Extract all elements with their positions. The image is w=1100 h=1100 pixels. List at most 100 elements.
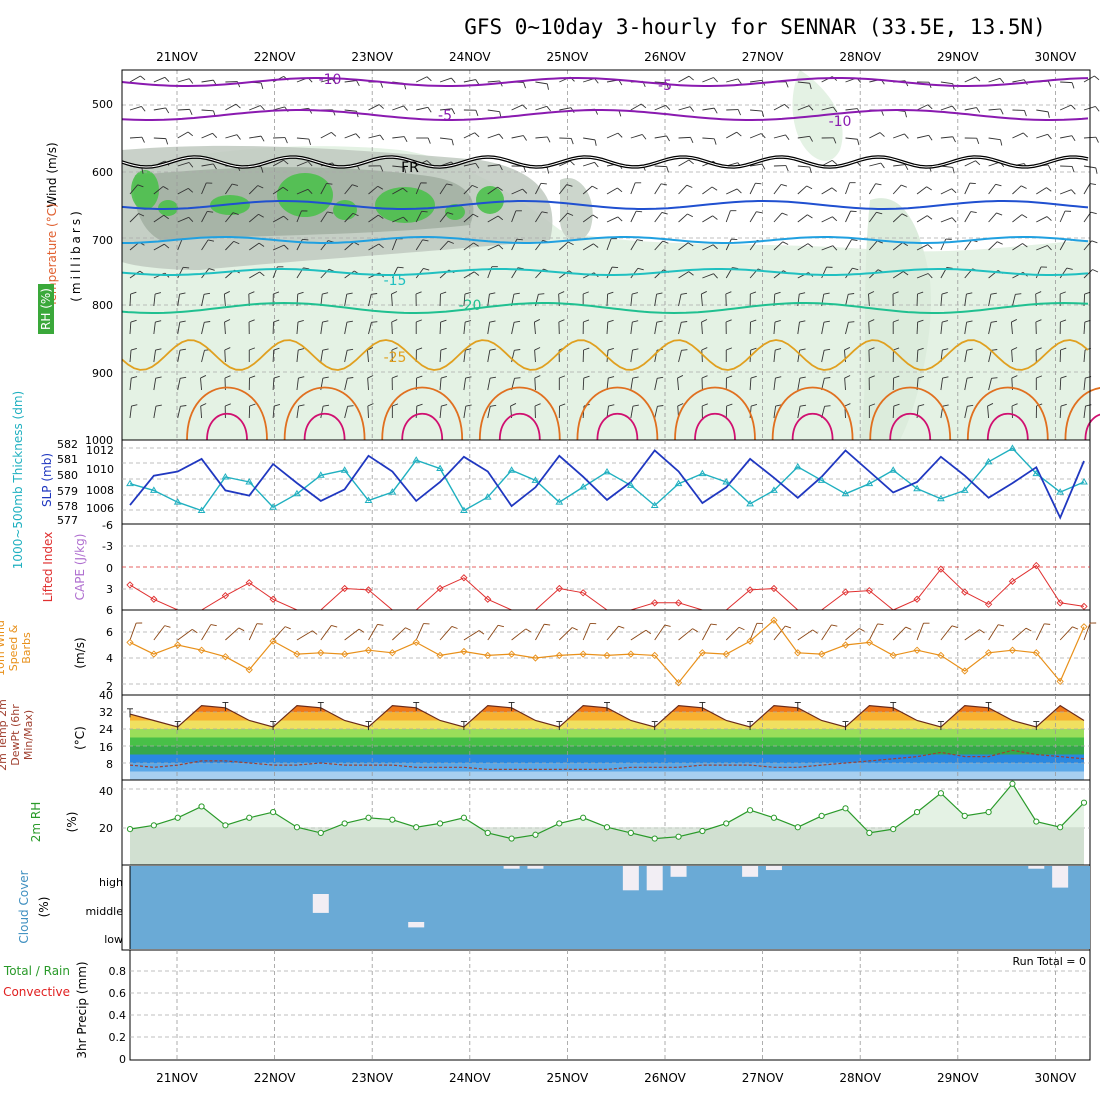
date-label-top: 26NOV [644, 50, 686, 64]
date-label-top: 24NOV [449, 50, 491, 64]
slp-tick: 1008 [86, 484, 114, 497]
wind-unit: (m/s) [73, 637, 87, 668]
cloud-bar [623, 866, 639, 890]
date-label-top: 27NOV [742, 50, 784, 64]
slp-tick: 1010 [86, 463, 114, 476]
upper-wind-barb [607, 294, 608, 306]
rh-tick: 20 [99, 822, 113, 835]
isotherm-label: FR [401, 160, 419, 176]
rh-point [366, 815, 371, 820]
date-label-bottom: 29NOV [937, 1071, 979, 1085]
cloud-level-high: high [99, 876, 123, 889]
rh-point [437, 821, 442, 826]
date-label-top: 25NOV [547, 50, 589, 64]
run-total: Run Total = 0 [1013, 955, 1087, 968]
rh-point [294, 825, 299, 830]
upper-wind-barb [1094, 76, 1099, 80]
cloud-bar [671, 866, 687, 877]
upper-wind-barb [702, 350, 703, 362]
isotherm-label: -20 [459, 298, 482, 314]
isotherm-label: -15 [384, 273, 407, 289]
rh-point [891, 827, 896, 832]
rh-point [175, 815, 180, 820]
chart-title: GFS 0~10day 3-hourly for SENNAR (33.5E, … [464, 15, 1046, 39]
date-label-bottom: 22NOV [254, 1071, 296, 1085]
precip-conv-label: Convective [3, 985, 70, 999]
upper-wind-barb [154, 138, 166, 139]
meteogram: GFS 0~10day 3-hourly for SENNAR (33.5E, … [0, 0, 1100, 1100]
wind10-barb [1044, 624, 1050, 625]
date-label-top: 29NOV [937, 50, 979, 64]
rh-point [1081, 800, 1086, 805]
upper-wind-barb [893, 406, 894, 418]
li-tick: -3 [102, 540, 113, 553]
li-ylabel: Lifted Index [41, 532, 55, 603]
upper-wind-barb [636, 211, 642, 212]
temp-band [130, 763, 1084, 772]
rh-point [748, 808, 753, 813]
rh-low-band [130, 827, 1084, 865]
wind-tick: 4 [106, 652, 113, 665]
date-label-bottom: 28NOV [839, 1071, 881, 1085]
upper-wind-barb [517, 239, 523, 240]
rh-point [819, 813, 824, 818]
rh-point [914, 810, 919, 815]
upper-wind-barb [1060, 378, 1061, 390]
temp-tick: 32 [99, 706, 113, 719]
upper-wind-barb [917, 322, 918, 334]
date-axis-top: 21NOV 22NOV 23NOV 24NOV 25NOV 26NOV 27NOV 28NOV… [156, 50, 1077, 64]
thick-tick: 578 [57, 500, 78, 513]
cloud-unit: (%) [37, 897, 51, 918]
upper-wind-barb [416, 406, 417, 418]
date-label-top: 21NOV [156, 50, 198, 64]
precip-tick: 0.8 [109, 965, 127, 978]
cloud-level-middle: middle [85, 905, 123, 918]
precip-total-label: Total / Rain [3, 964, 70, 978]
slp-tick: 1012 [86, 444, 114, 457]
rh-high-patch [476, 186, 504, 214]
upper-wind-barb [178, 109, 190, 110]
rh-point [247, 815, 252, 820]
thickness-ylabel: 1000~500mb Thickness (dm) [11, 391, 25, 569]
temp-unit: (°C) [73, 726, 87, 750]
cloud-bar [766, 866, 782, 870]
rh-point [151, 823, 156, 828]
rh-point [843, 806, 848, 811]
li-tick: 6 [106, 604, 113, 617]
rh-point [533, 832, 538, 837]
rh-point [127, 827, 132, 832]
rh-point [390, 817, 395, 822]
date-label-bottom: 27NOV [742, 1071, 784, 1085]
date-label-bottom: 23NOV [351, 1071, 393, 1085]
wind10m-panel: 6 4 2 10m Wind Speed & Barbs (m/s) [0, 610, 1096, 695]
cloud-bar [527, 866, 543, 869]
rh-point [676, 834, 681, 839]
wind-tick: 6 [106, 626, 113, 639]
upper-wind-barb [225, 350, 226, 362]
upper-ytick: 600 [92, 166, 113, 179]
precip-tick: 0 [119, 1053, 126, 1066]
temp-tick: 16 [99, 741, 113, 754]
rh-point [795, 825, 800, 830]
slp-tick: 1006 [86, 502, 114, 515]
cloud-ylabel: Cloud Cover [17, 870, 31, 943]
date-label-bottom: 30NOV [1035, 1071, 1077, 1085]
upper-wind-barb [583, 378, 584, 390]
rh-point [724, 821, 729, 826]
rh-high-patch [333, 200, 357, 220]
rh-point [1058, 825, 1063, 830]
upper-ytick: 500 [92, 98, 113, 111]
rh-unit: (%) [65, 812, 79, 833]
rh-point [509, 836, 514, 841]
rh-point [581, 815, 586, 820]
rh-point [1010, 781, 1015, 786]
rh-point [771, 815, 776, 820]
date-label-top: 30NOV [1035, 50, 1077, 64]
meteogram-figure: GFS 0~10day 3-hourly for SENNAR (33.5E, … [0, 0, 1100, 1100]
rh-point [414, 825, 419, 830]
rh-point [342, 821, 347, 826]
rh2m-panel: 40 20 2m RH (%) [29, 780, 1090, 865]
temp-tick: 24 [99, 723, 113, 736]
date-label-top: 23NOV [351, 50, 393, 64]
li-tick: 0 [106, 562, 113, 575]
